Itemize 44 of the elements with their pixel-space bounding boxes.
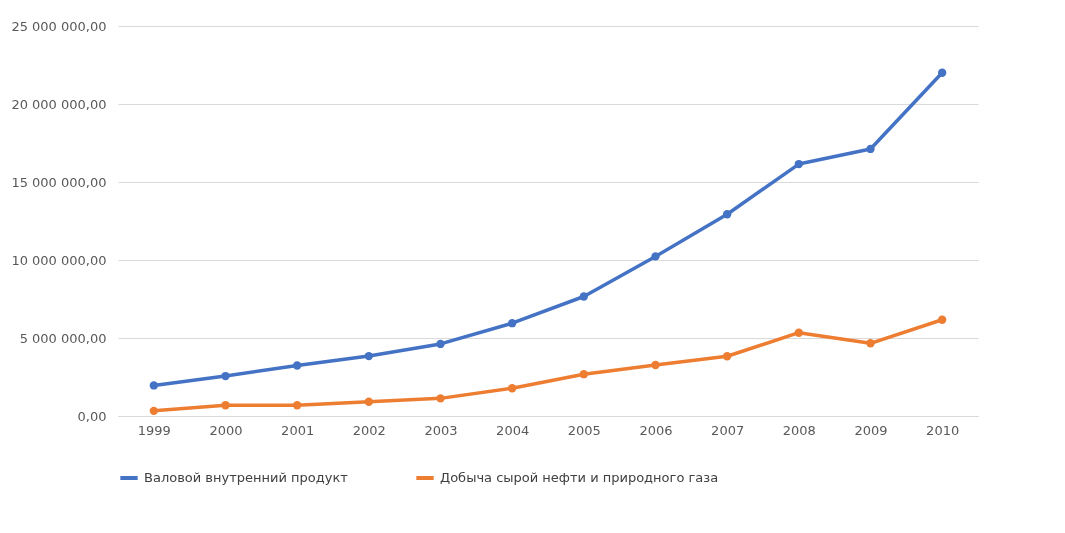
point	[579, 370, 589, 379]
point	[507, 319, 517, 328]
point	[292, 401, 302, 410]
legend-label: Добыча сырой нефти и природного газа	[440, 470, 719, 485]
point	[794, 159, 804, 169]
x-tick-label: 2005	[567, 422, 601, 438]
point	[221, 371, 230, 381]
point	[149, 406, 159, 416]
y-tick-label: 20 000 000,00	[11, 96, 107, 112]
point	[722, 352, 732, 361]
x-tick-label: 2002	[352, 422, 386, 438]
point	[149, 381, 159, 390]
point	[292, 361, 302, 370]
point	[221, 401, 230, 410]
y-tick-label: 0,00	[77, 408, 107, 424]
x-tick-label: 2006	[639, 422, 673, 438]
point	[866, 144, 875, 154]
point	[436, 339, 445, 349]
point	[507, 384, 517, 393]
x-tick-label: 2003	[424, 422, 458, 438]
point	[866, 339, 875, 348]
y-tick-label: 5 000 000,00	[19, 330, 107, 346]
y-tick-label: 10 000 000,00	[11, 252, 107, 268]
x-tick-label: 1999	[137, 422, 171, 438]
point	[794, 328, 804, 337]
x-tick-label: 2010	[926, 422, 960, 438]
legend-label: Валовой внутренний продукт	[144, 470, 349, 485]
y-tick-label: 25 000 000,00	[11, 18, 107, 34]
point	[651, 360, 660, 370]
point	[937, 315, 947, 324]
x-tick-label: 2001	[281, 422, 315, 438]
x-tick-label: 2000	[209, 422, 243, 438]
point	[436, 394, 445, 403]
point	[364, 351, 374, 361]
point	[651, 252, 660, 261]
point	[579, 292, 589, 301]
point	[722, 210, 732, 219]
x-tick-label: 2004	[496, 422, 530, 438]
x-tick-label: 2007	[711, 422, 745, 438]
point	[364, 397, 374, 406]
x-tick-label: 2009	[854, 422, 888, 438]
x-tick-label: 2008	[782, 422, 816, 438]
y-tick-label: 15 000 000,00	[11, 174, 107, 190]
point	[937, 68, 947, 77]
